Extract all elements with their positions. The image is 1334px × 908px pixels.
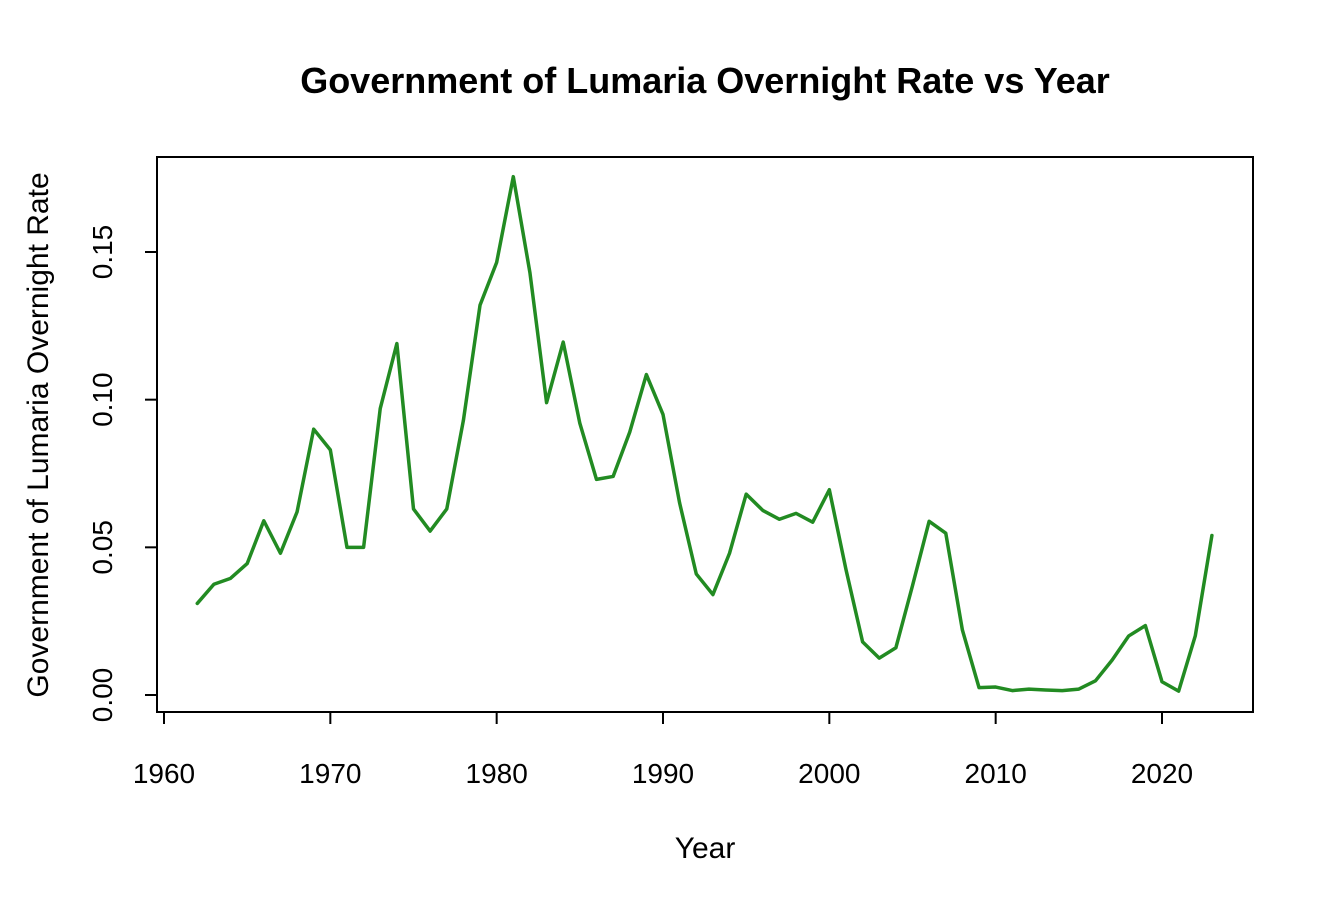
y-tick-label: 0.00 (87, 668, 118, 723)
x-tick-label: 1990 (632, 758, 694, 789)
y-axis: 0.00 0.05 0.10 0.15 (87, 225, 158, 723)
x-tick-label: 1980 (466, 758, 528, 789)
chart-title: Government of Lumaria Overnight Rate vs … (300, 60, 1110, 101)
x-tick-label: 1970 (299, 758, 361, 789)
x-axis: 1960 1970 1980 1990 2000 2010 2020 (133, 711, 1193, 789)
y-tick-label: 0.15 (87, 225, 118, 280)
x-tick-label: 1960 (133, 758, 195, 789)
x-axis-label: Year (675, 832, 736, 865)
y-tick-label: 0.05 (87, 520, 118, 575)
plot-frame (156, 156, 1254, 713)
x-tick-label: 2020 (1131, 758, 1193, 789)
series-line (195, 174, 1214, 693)
y-tick-label: 0.10 (87, 372, 118, 427)
x-tick-label: 2010 (965, 758, 1027, 789)
x-tick-label: 2000 (798, 758, 860, 789)
y-axis-label: Government of Lumaria Overnight Rate (22, 172, 55, 697)
